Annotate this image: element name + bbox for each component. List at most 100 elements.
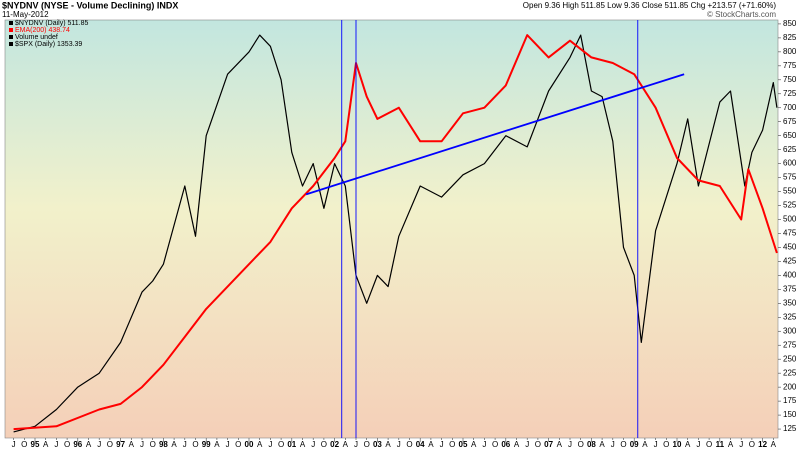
x-tick-label: O: [21, 440, 27, 449]
y-tick-label: 325: [783, 312, 797, 321]
y-tick-label: 650: [783, 131, 797, 140]
x-tick-label: A: [43, 440, 49, 449]
x-tick-label: O: [535, 440, 541, 449]
x-tick-label: A: [471, 440, 477, 449]
y-tick-label: 225: [783, 368, 797, 377]
y-tick-label: 125: [783, 424, 797, 433]
legend-swatch: [9, 28, 13, 32]
legend-label: $SPX (Daily) 1353.39: [15, 41, 82, 48]
x-tick-label: J: [354, 440, 358, 449]
x-tick-label: A: [728, 440, 734, 449]
x-tick-label: 04: [416, 440, 425, 449]
legend-swatch: [9, 21, 13, 25]
x-tick-label: 00: [245, 440, 254, 449]
x-tick-label: 99: [202, 440, 211, 449]
y-tick-label: 525: [783, 201, 797, 210]
x-tick-label: A: [214, 440, 220, 449]
x-tick-label: J: [568, 440, 572, 449]
x-tick-label: O: [278, 440, 284, 449]
x-tick-label: 12: [758, 440, 767, 449]
x-tick-label: O: [578, 440, 584, 449]
x-tick-label: A: [514, 440, 520, 449]
x-tick-label: O: [492, 440, 498, 449]
x-tick-label: O: [663, 440, 669, 449]
x-tick-label: J: [654, 440, 658, 449]
x-tick-label: J: [739, 440, 743, 449]
x-tick-label: 10: [673, 440, 682, 449]
x-tick-label: O: [150, 440, 156, 449]
x-tick-label: A: [685, 440, 691, 449]
x-tick-label: J: [226, 440, 230, 449]
x-tick-label: J: [140, 440, 144, 449]
x-tick-label: J: [482, 440, 486, 449]
x-tick-label: 03: [373, 440, 382, 449]
quote: Open 9.36 High 511.85 Low 9.36 Close 511…: [523, 1, 777, 10]
x-tick-label: A: [171, 440, 177, 449]
x-tick-label: A: [771, 440, 777, 449]
x-tick-label: 01: [287, 440, 296, 449]
x-tick-label: J: [54, 440, 58, 449]
y-tick-label: 400: [783, 270, 797, 279]
x-tick-label: O: [235, 440, 241, 449]
y-tick-label: 575: [783, 173, 797, 182]
y-tick-label: 550: [783, 187, 797, 196]
trend-line: [305, 73, 685, 196]
x-tick-label: 11: [716, 440, 725, 449]
y-tick-label: 450: [783, 243, 797, 252]
y-tick-label: 850: [783, 19, 797, 28]
series-line: [13, 34, 778, 433]
x-tick-label: O: [364, 440, 370, 449]
x-tick-label: A: [385, 440, 391, 449]
x-tick-label: 97: [116, 440, 125, 449]
y-tick-label: 375: [783, 284, 797, 293]
plot-area: [4, 19, 779, 439]
legend-label: Volume undef: [15, 34, 58, 41]
x-tick-label: J: [696, 440, 700, 449]
y-tick-label: 600: [783, 159, 797, 168]
x-tick-label: 09: [630, 440, 639, 449]
x-tick-label: 95: [31, 440, 40, 449]
y-tick-label: 725: [783, 89, 797, 98]
y-tick-label: 625: [783, 145, 797, 154]
x-tick-label: A: [642, 440, 648, 449]
y-tick-label: 275: [783, 340, 797, 349]
x-tick-label: 05: [459, 440, 468, 449]
x-tick-label: A: [557, 440, 563, 449]
chart-title: $NYDNV (NYSE - Volume Declining) INDX: [2, 0, 178, 10]
x-tick-label: O: [107, 440, 113, 449]
y-tick-label: 825: [783, 33, 797, 42]
x-tick-label: J: [268, 440, 272, 449]
credit: © StockCharts.com: [707, 10, 776, 19]
y-tick-label: 350: [783, 298, 797, 307]
x-tick-label: O: [406, 440, 412, 449]
legend-swatch: [9, 42, 13, 46]
y-tick-label: 175: [783, 396, 797, 405]
chart-date: 11-May-2012: [2, 10, 49, 19]
x-tick-label: 08: [587, 440, 596, 449]
y-tick-label: 675: [783, 117, 797, 126]
x-tick-label: A: [300, 440, 306, 449]
x-tick-label: A: [129, 440, 135, 449]
x-tick-label: O: [64, 440, 70, 449]
y-tick-label: 750: [783, 75, 797, 84]
x-tick-label: J: [525, 440, 529, 449]
x-tick-label: A: [343, 440, 349, 449]
x-tick-label: A: [599, 440, 605, 449]
x-tick-label: J: [311, 440, 315, 449]
y-tick-label: 700: [783, 103, 797, 112]
x-tick-label: J: [12, 440, 16, 449]
x-tick-label: A: [257, 440, 263, 449]
y-tick-label: 500: [783, 215, 797, 224]
y-tick-label: 425: [783, 257, 797, 266]
x-tick-label: O: [749, 440, 755, 449]
x-tick-label: 06: [501, 440, 510, 449]
y-tick-label: 200: [783, 382, 797, 391]
legend-label: EMA(200) 438.74: [15, 27, 70, 34]
x-tick-label: J: [611, 440, 615, 449]
legend-label: $NYDNV (Daily) 511.85: [15, 20, 89, 27]
x-tick-label: 96: [73, 440, 82, 449]
y-tick-label: 150: [783, 410, 797, 419]
y-tick-label: 250: [783, 354, 797, 363]
